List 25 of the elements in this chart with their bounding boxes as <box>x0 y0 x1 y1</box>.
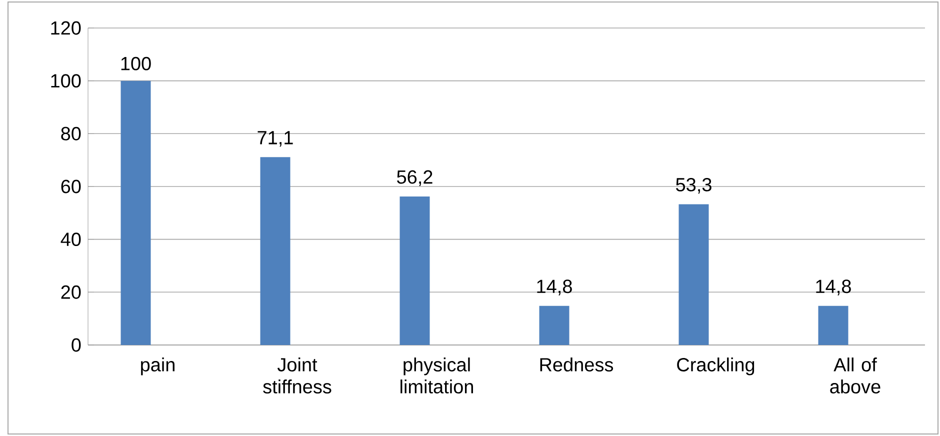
bar <box>400 196 430 345</box>
y-tick-label: 40 <box>60 232 81 246</box>
bar <box>120 80 151 345</box>
bar <box>260 157 290 345</box>
x-tick-label: Redness <box>540 358 614 372</box>
x-tick-label: physical limitation <box>400 358 473 394</box>
y-tick-label: 60 <box>61 180 81 194</box>
data-label: 53,3 <box>676 178 712 194</box>
x-tick-label: Joint stiffness <box>263 358 332 394</box>
data-label: 14,8 <box>537 280 572 296</box>
x-tick-label: All of above <box>830 358 880 394</box>
data-label: 14,8 <box>816 280 851 296</box>
data-label: 100 <box>121 56 151 70</box>
y-tick-label: 80 <box>61 126 81 140</box>
y-tick-label: 0 <box>72 338 81 352</box>
y-tick-label: 120 <box>51 21 81 35</box>
data-label: 56,2 <box>397 170 432 186</box>
x-tick-label: Crackling <box>677 358 754 376</box>
y-tick-label: 100 <box>51 74 81 88</box>
bar <box>678 204 709 345</box>
y-tick-label: 20 <box>61 285 81 299</box>
bar <box>539 306 570 345</box>
x-tick-label: pain <box>141 358 174 376</box>
bar <box>818 306 848 345</box>
data-label: 71,1 <box>258 131 293 147</box>
